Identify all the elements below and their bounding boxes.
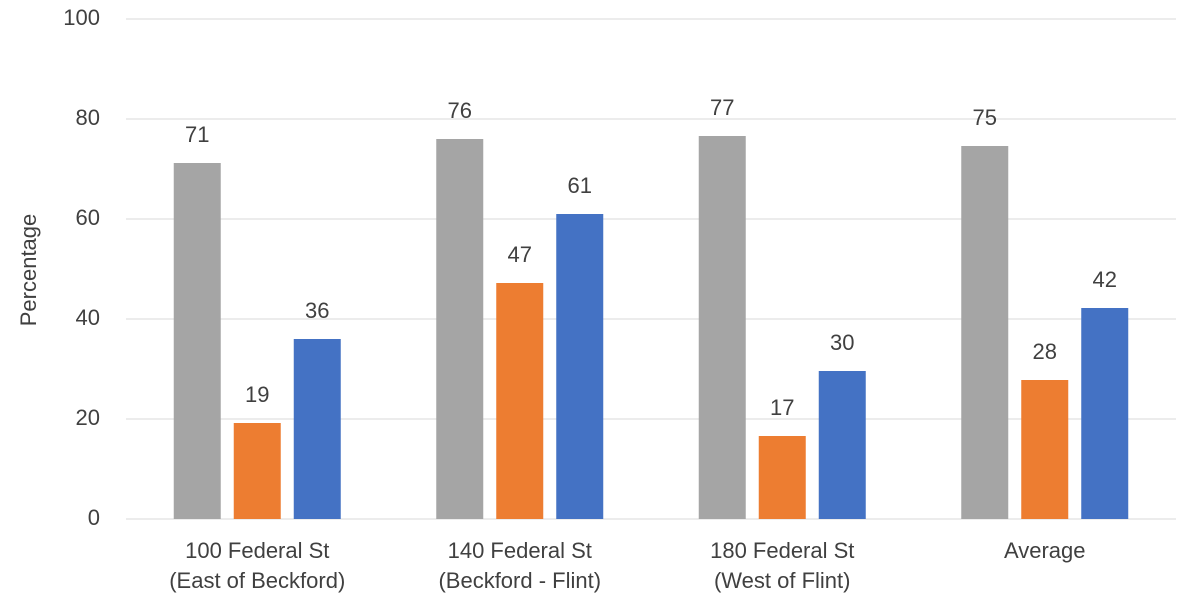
x-tick-label: 140 Federal St [448,538,592,563]
y-tick-label: 20 [76,405,100,430]
y-tick-label: 40 [76,305,100,330]
value-label: 42 [1093,267,1117,292]
bar [1081,308,1129,519]
bar [961,146,1009,519]
value-label: 71 [185,122,209,147]
bar [698,136,746,519]
y-tick-label: 100 [63,5,100,30]
bar [173,163,221,519]
bar [556,214,604,519]
value-label: 30 [830,330,854,355]
x-tick-label: (Beckford - Flint) [438,568,601,593]
bar [436,139,484,519]
value-label: 17 [770,395,794,420]
value-label: 77 [710,95,734,120]
bar [818,371,866,519]
x-tick-label: 180 Federal St [710,538,854,563]
bar [233,423,281,519]
value-label: 76 [448,98,472,123]
y-tick-label: 80 [76,105,100,130]
y-tick-label: 0 [88,505,100,530]
x-tick-label: (East of Beckford) [169,568,345,593]
value-label: 28 [1033,339,1057,364]
value-label: 61 [568,173,592,198]
y-axis-label: Percentage [16,214,41,327]
x-tick-label: 100 Federal St [185,538,329,563]
bar [758,436,806,519]
bar [293,339,341,519]
value-label: 19 [245,382,269,407]
bar [1021,380,1069,519]
bar [496,283,544,519]
y-tick-label: 60 [76,205,100,230]
value-label: 47 [508,242,532,267]
value-label: 36 [305,298,329,323]
x-tick-label: Average [1004,538,1086,563]
x-tick-label: (West of Flint) [714,568,851,593]
value-label: 75 [973,105,997,130]
